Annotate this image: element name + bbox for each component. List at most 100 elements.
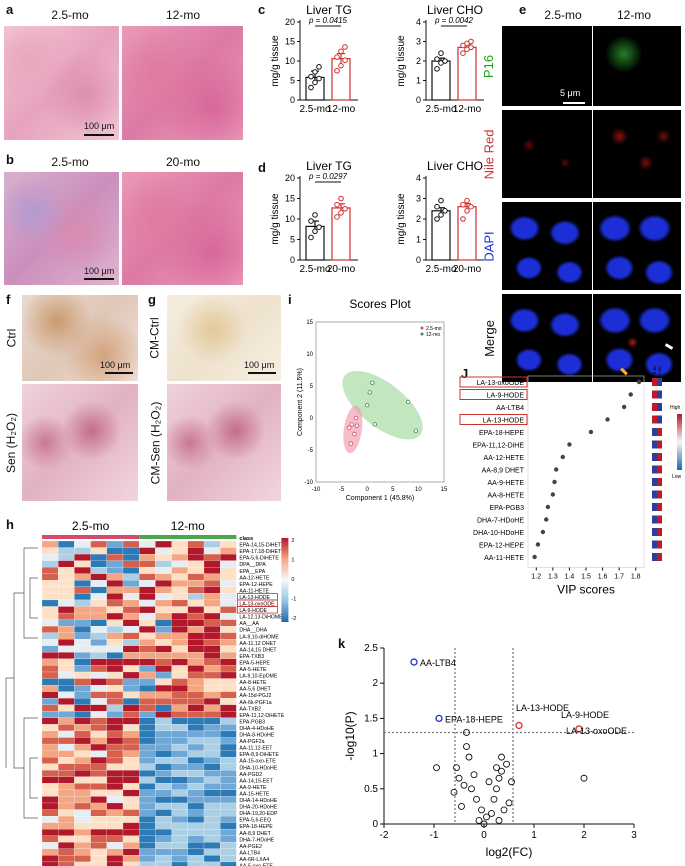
heatmap-cell	[122, 665, 140, 673]
heatmap-cell	[203, 593, 221, 601]
confocal-p16-old	[593, 26, 681, 106]
heatmap-cell	[203, 612, 221, 620]
heatmap-scale-tick-4: -2	[291, 616, 296, 622]
heatmap-cell	[155, 658, 172, 666]
heatmap-cell	[139, 802, 156, 810]
heatmap-cell	[220, 612, 237, 620]
heatmap-cell	[171, 553, 188, 561]
heatmap-cell	[139, 691, 156, 699]
heatmap-cell	[155, 763, 172, 771]
heatmap-cell	[58, 606, 75, 614]
heatmap-cell	[74, 750, 91, 758]
y-axis-label-0: mg/g tissue	[270, 35, 281, 87]
heatmap-cell	[74, 619, 91, 627]
heatmap-cell	[58, 645, 75, 653]
heatmap-row-label-40: DHA-20-HDoHE	[239, 805, 277, 811]
volcano-point-ns-2	[465, 753, 473, 761]
data-point-0-1-3	[334, 54, 340, 60]
vip-heat-old-12	[657, 528, 662, 536]
y-tick-label-1-1: 1	[416, 76, 421, 86]
heatmap-cell	[220, 776, 237, 784]
volcano-xlabel: log2(FC)	[486, 845, 533, 859]
vip-point-10	[545, 504, 551, 510]
p-value-1: p = 0.0042	[434, 16, 474, 25]
y-tick-label-0-3: 15	[285, 37, 295, 47]
heatmap-cell	[58, 789, 75, 797]
heatmap-cell	[203, 691, 221, 699]
volcano-xtick-label-1: -1	[430, 830, 439, 841]
heatmap-cell	[203, 704, 221, 712]
heatmap-scale-tick-3: -1	[291, 597, 296, 603]
y-axis-label-1: mg/g tissue	[396, 35, 407, 87]
pca-legend-marker-1	[420, 332, 424, 336]
heatmap-cell	[171, 599, 188, 607]
heatmap-cell	[187, 816, 205, 823]
volcano-ytick-label-4: 2	[372, 678, 378, 689]
y-tick-label-2-1: 5	[290, 235, 295, 245]
heatmap-cell	[122, 573, 140, 581]
heatmap-cell	[187, 796, 205, 804]
heatmap-cell	[41, 842, 59, 849]
vip-heat-young-2	[652, 403, 657, 411]
volcano-annotation-2: LA-13-HODE	[516, 703, 569, 713]
heatmap-cell	[90, 861, 107, 866]
heatmap-cell	[90, 586, 107, 594]
heatmap-cell	[203, 829, 221, 836]
heatmap-cell	[74, 567, 91, 574]
volcano-point-ns-5	[460, 781, 468, 789]
heatmap-cell	[155, 671, 172, 679]
heatmap-cell	[187, 770, 205, 777]
vip-highlight-box-3	[459, 414, 528, 425]
heatmap-cell	[155, 861, 172, 866]
heatmap-cell	[139, 540, 156, 548]
pca-legend-marker-0	[420, 326, 424, 330]
heatmap-cell	[74, 783, 91, 791]
data-point-3-0-0	[434, 216, 440, 222]
data-point-0-0-4	[312, 69, 318, 75]
heatmap-cell	[41, 619, 59, 627]
heatmap-cell	[41, 645, 59, 653]
heatmap-row-label-25: AA-TXB2	[239, 706, 261, 712]
heatmap-cell	[122, 599, 140, 607]
heatmap-cell	[171, 717, 188, 725]
volcano-point-ns-28	[458, 802, 465, 810]
heatmap-cell	[139, 711, 156, 718]
vip-point-9	[550, 492, 556, 497]
heatmap-cell	[90, 750, 107, 758]
heatmap-cell	[41, 698, 59, 705]
bar-1-0	[431, 60, 451, 101]
vip-label-0: LA-13-oxoODE	[477, 380, 525, 387]
heatmap-cell	[171, 730, 188, 738]
volcano-point-ns-1	[463, 743, 470, 751]
heatmap-cell	[139, 704, 156, 712]
heatmap-cell	[58, 802, 75, 810]
dendrogram-branch-5	[29, 757, 38, 799]
vip-heat-young-8	[652, 478, 657, 486]
pca-xlabel: Component 1 (45.8%)	[346, 495, 414, 502]
heatmap-cell	[203, 599, 221, 607]
heatmap-cell	[155, 619, 172, 627]
heatmap-cell	[90, 626, 107, 633]
heatmap-cell	[106, 717, 124, 725]
volcano-point-ns-18	[498, 753, 505, 761]
micrograph-b-young	[4, 172, 119, 285]
heatmap-cell	[90, 711, 107, 718]
vip-xtick-label-2: 1.4	[565, 574, 575, 581]
heatmap-cell	[171, 685, 188, 692]
heatmap-cell	[139, 724, 156, 732]
panel-label-c: c	[258, 2, 266, 17]
heatmap-cell	[90, 658, 107, 666]
volcano-point-ns-24	[450, 788, 458, 796]
heatmap-cell	[106, 763, 124, 771]
data-point-3-1-1	[464, 208, 470, 214]
heatmap-cell	[139, 809, 156, 817]
volcano-point-down-0	[410, 658, 418, 666]
heatmap-cell	[74, 645, 91, 653]
vip-label-13: EPA-12-HEPE	[479, 543, 524, 550]
pca-ytick-0: -10	[304, 480, 313, 486]
heatmap-cell	[58, 547, 75, 555]
heatmap-row-label-36: AA-14,15-EET	[239, 778, 273, 784]
heatmap-cell	[122, 704, 140, 712]
heatmap-cell	[139, 580, 156, 587]
vip-legend-col-0: 2.5-mo	[652, 366, 657, 378]
